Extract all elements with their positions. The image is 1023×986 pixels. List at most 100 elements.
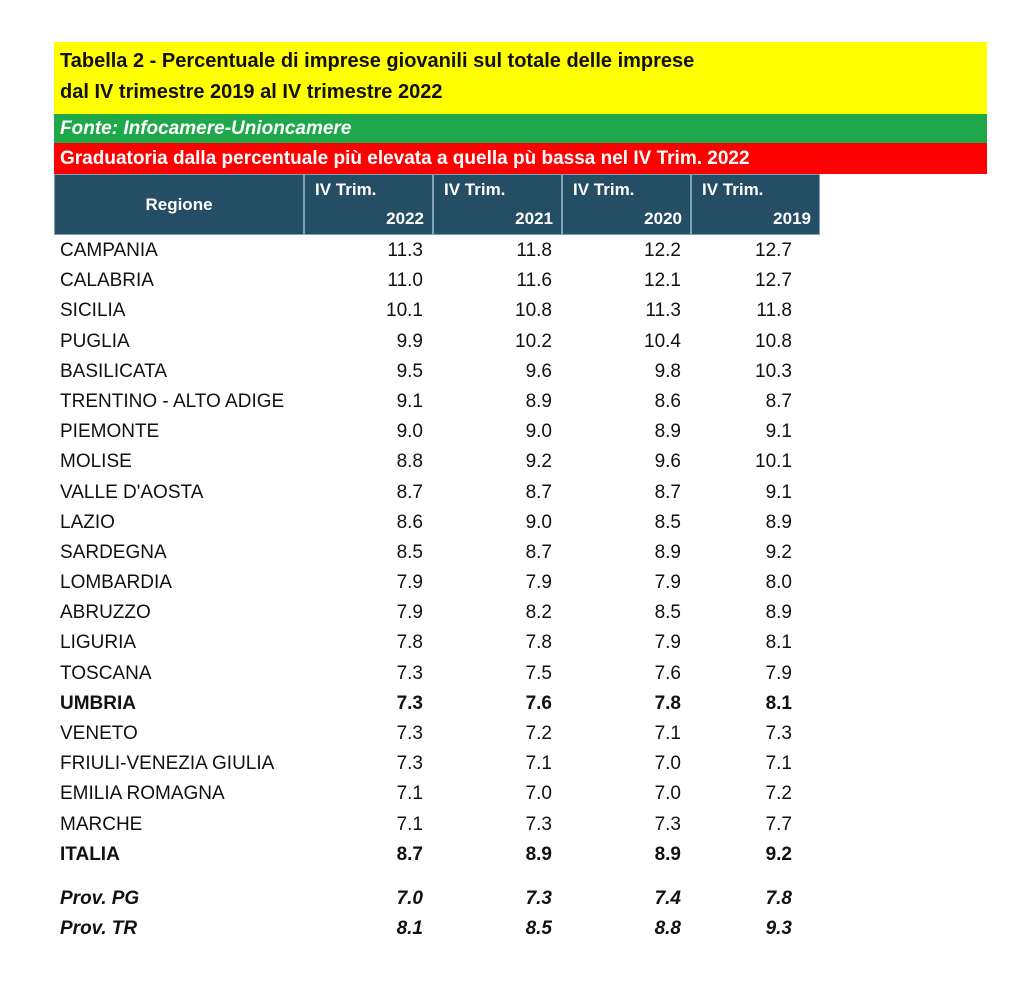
value-cell: 9.8 — [654, 360, 681, 382]
value-cell: 8.8 — [396, 451, 423, 473]
value-cell: 12.7 — [755, 240, 792, 261]
value-cell: 10.8 — [515, 300, 552, 322]
table-row: LOMBARDIA 7.9 7.9 7.9 8.0 — [54, 568, 820, 598]
table-row: ITALIA 8.7 8.9 8.9 9.2 — [54, 840, 820, 870]
value-cell: 9.0 — [525, 511, 552, 533]
value-cell: 8.9 — [765, 511, 792, 533]
region-name: CALABRIA — [60, 270, 154, 292]
value-cell: 11.8 — [756, 300, 792, 322]
value-cell: 7.1 — [525, 753, 552, 775]
header-col-2022: IV Trim. 2022 — [304, 174, 433, 235]
value-cell: 8.5 — [654, 602, 681, 624]
region-name: SICILIA — [60, 300, 126, 322]
value-cell: 7.5 — [525, 662, 552, 684]
value-cell: 7.1 — [654, 723, 681, 744]
value-cell: 8.6 — [396, 511, 423, 533]
value-cell: 7.3 — [396, 723, 423, 744]
region-name: PIEMONTE — [60, 421, 160, 443]
value-cell: 9.9 — [396, 330, 423, 352]
region-name: FRIULI-VENEZIA GIULIA — [60, 753, 275, 775]
region-name: MOLISE — [60, 451, 132, 473]
value-cell: 7.0 — [654, 753, 681, 775]
value-cell: 11.0 — [387, 270, 423, 292]
value-cell: 8.1 — [765, 692, 792, 714]
value-cell: 8.1 — [396, 918, 423, 940]
table-row: Prov. PG 7.0 7.3 7.4 7.8 — [54, 884, 820, 914]
table-row: BASILICATA 9.5 9.6 9.8 10.3 — [54, 357, 820, 387]
value-cell: 8.5 — [525, 918, 552, 940]
value-cell: 7.9 — [525, 572, 552, 594]
table-row: TRENTINO - ALTO ADIGE 9.1 8.9 8.6 8.7 — [54, 387, 820, 417]
value-cell: 7.8 — [765, 887, 792, 909]
table-row: SARDEGNA 8.5 8.7 8.9 9.2 — [54, 538, 820, 568]
value-cell: 8.9 — [525, 843, 552, 865]
value-cell: 7.3 — [525, 813, 552, 835]
region-name: TOSCANA — [60, 662, 152, 684]
header-col-2019: IV Trim. 2019 — [691, 174, 820, 235]
value-cell: 8.8 — [654, 918, 681, 940]
table-row: TOSCANA 7.3 7.5 7.6 7.9 — [54, 659, 820, 689]
value-cell: 9.2 — [525, 451, 552, 473]
value-cell: 10.8 — [755, 330, 792, 352]
table-row: Prov. TR 8.1 8.5 8.8 9.3 — [54, 914, 820, 944]
value-cell: 7.8 — [654, 692, 681, 714]
table-row: LAZIO 8.6 9.0 8.5 8.9 — [54, 508, 820, 538]
value-cell: 9.3 — [765, 918, 792, 940]
value-cell: 7.1 — [396, 783, 423, 805]
value-cell: 8.9 — [654, 421, 681, 443]
table-row: ABRUZZO 7.9 8.2 8.5 8.9 — [54, 598, 820, 628]
region-name: CAMPANIA — [60, 240, 158, 261]
value-cell: 12.1 — [644, 270, 681, 292]
value-cell: 9.2 — [765, 541, 792, 563]
value-cell: 10.4 — [644, 330, 681, 352]
table-header: Regione IV Trim. 2022 IV Trim. 2021 IV T… — [54, 174, 820, 235]
region-name: SARDEGNA — [60, 541, 167, 563]
region-name: VALLE D'AOSTA — [60, 481, 204, 503]
value-cell: 7.3 — [396, 662, 423, 684]
value-cell: 11.3 — [645, 300, 681, 322]
value-cell: 7.6 — [525, 692, 552, 714]
value-cell: 7.0 — [654, 783, 681, 805]
region-name: BASILICATA — [60, 360, 167, 382]
header-col-year: 2022 — [386, 209, 424, 228]
value-cell: 9.0 — [396, 421, 423, 443]
header-col-2021: IV Trim. 2021 — [433, 174, 562, 235]
header-region: Regione — [54, 174, 304, 235]
value-cell: 8.7 — [396, 843, 423, 865]
value-cell: 9.6 — [525, 360, 552, 382]
value-cell: 8.0 — [765, 572, 792, 594]
value-cell: 8.5 — [654, 511, 681, 533]
value-cell: 10.1 — [386, 300, 423, 322]
value-cell: 9.0 — [525, 421, 552, 443]
table-row: CAMPANIA 11.3 11.8 12.2 12.7 — [54, 236, 820, 266]
title-line-1: Tabella 2 - Percentuale di imprese giova… — [60, 50, 695, 72]
value-cell: 8.9 — [525, 390, 552, 412]
value-cell: 7.1 — [765, 753, 792, 775]
value-cell: 9.1 — [765, 481, 792, 503]
value-cell: 7.8 — [396, 632, 423, 654]
value-cell: 7.1 — [396, 813, 423, 835]
table-row: CALABRIA 11.0 11.6 12.1 12.7 — [54, 266, 820, 296]
region-name: LAZIO — [60, 511, 115, 533]
header-col-year: 2020 — [644, 209, 682, 228]
value-cell: 8.5 — [396, 541, 423, 563]
value-cell: 7.9 — [654, 632, 681, 654]
region-name: LIGURIA — [60, 632, 137, 654]
value-cell: 10.2 — [515, 330, 552, 352]
value-cell: 7.9 — [396, 572, 423, 594]
region-name: PUGLIA — [60, 330, 130, 352]
region-name: ABRUZZO — [60, 602, 151, 624]
table-row: PIEMONTE 9.0 9.0 8.9 9.1 — [54, 417, 820, 447]
table-row: FRIULI-VENEZIA GIULIA 7.3 7.1 7.0 7.1 — [54, 749, 820, 779]
value-cell: 7.2 — [525, 723, 552, 744]
value-cell: 7.2 — [765, 783, 792, 805]
value-cell: 7.3 — [525, 887, 552, 909]
header-col-year: 2021 — [515, 209, 553, 228]
value-cell: 9.1 — [765, 421, 792, 443]
header-col-line1: IV Trim. — [702, 180, 764, 199]
value-cell: 11.3 — [387, 240, 423, 261]
value-cell: 7.3 — [654, 813, 681, 835]
region-name: UMBRIA — [60, 692, 136, 714]
value-cell: 9.2 — [765, 843, 792, 865]
table-row: EMILIA ROMAGNA 7.1 7.0 7.0 7.2 — [54, 779, 820, 809]
